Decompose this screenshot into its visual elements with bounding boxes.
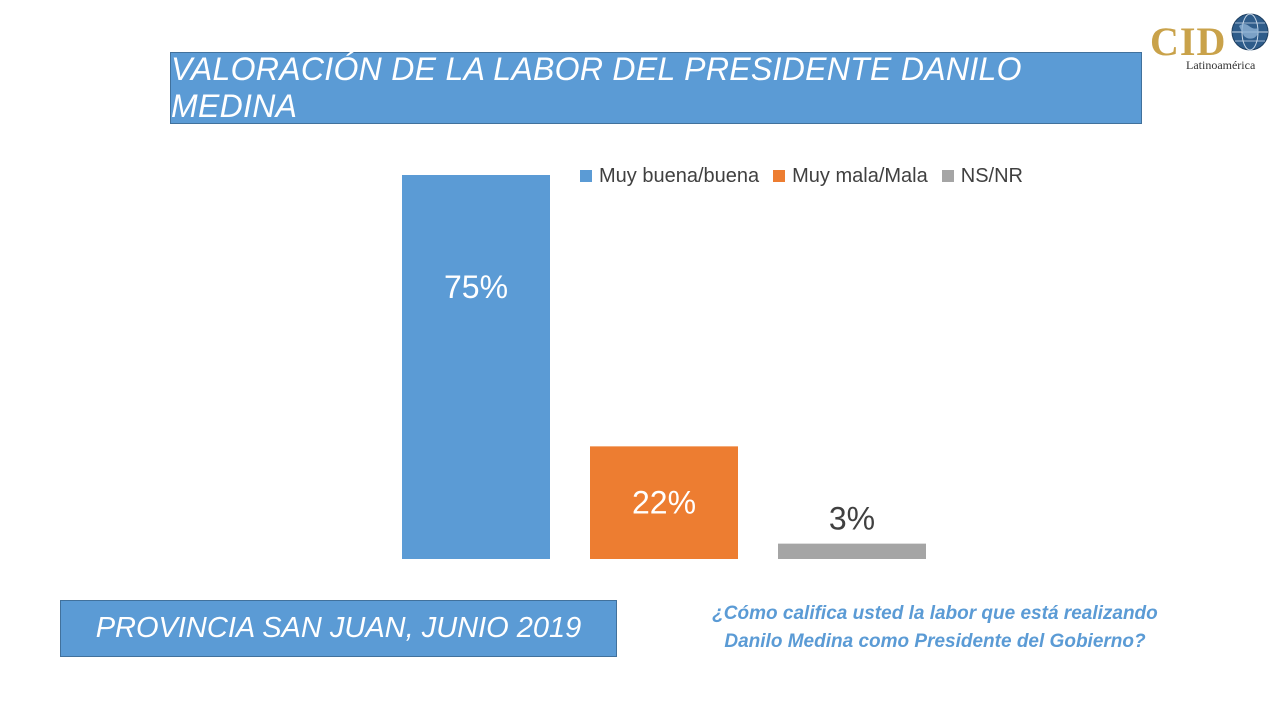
data-label: 22% [632, 485, 696, 521]
cid-logo: CID Latinoamérica [1148, 8, 1272, 74]
survey-question-line1: ¿Cómo califica usted la labor que está r… [712, 603, 1158, 624]
location-date: PROVINCIA SAN JUAN, JUNIO 2019 [95, 612, 582, 644]
data-label: 75% [444, 269, 508, 305]
legend-label: Muy mala/Mala [792, 164, 928, 187]
title-banner: VALORACIÓN DE LA LABOR DEL PRESIDENTE DA… [170, 51, 1142, 124]
legend-swatch-orange [773, 170, 786, 182]
legend-item-ns-nr: NS/NR [941, 164, 1023, 188]
logo-brand: CID [1150, 19, 1227, 64]
survey-question-line2: Danilo Medina como Presidente del Gobier… [724, 631, 1146, 652]
page-title: VALORACIÓN DE LA LABOR DEL PRESIDENTE DA… [171, 51, 1022, 124]
legend-swatch-gray [941, 170, 954, 182]
chart-legend: Muy buena/buena Muy mala/Mala NS/NR [580, 163, 1037, 189]
legend-item-muy-mala: Muy mala/Mala [773, 165, 928, 188]
bar-muy-mala-mala [590, 446, 738, 559]
logo-subtitle: Latinoamérica [1186, 58, 1256, 72]
legend-label: Muy buena/buena [599, 164, 760, 187]
legend-item-muy-buena: Muy buena/buena [580, 165, 759, 188]
survey-question: ¿Cómo califica usted la labor que está r… [660, 600, 1210, 656]
legend-label: NS/NR [960, 164, 1023, 187]
bar-ns-nr [778, 543, 926, 559]
data-label: 3% [829, 501, 875, 537]
bar-muy-buena-buena [402, 175, 550, 559]
footer-banner: PROVINCIA SAN JUAN, JUNIO 2019 [60, 600, 617, 657]
globe-icon [1231, 13, 1269, 51]
legend-swatch-blue [580, 170, 592, 182]
